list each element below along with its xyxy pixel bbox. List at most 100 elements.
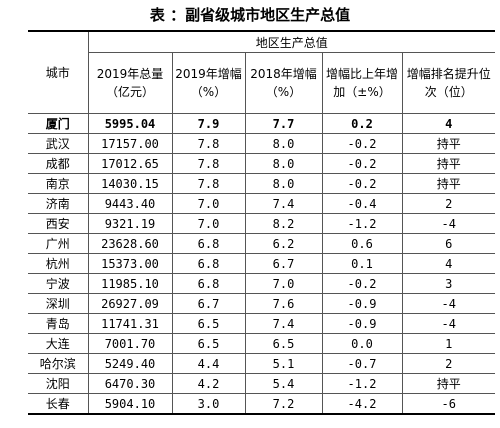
city-cell: 广州 <box>28 233 89 254</box>
city-cell: 南京 <box>28 173 89 194</box>
value-cell: 3 <box>401 273 495 294</box>
value-cell: 持平 <box>401 153 495 174</box>
value-cell: 6.8 <box>171 233 246 254</box>
table-row: 深圳 26927.09 6.7 7.6 -0.9 -4 <box>28 293 495 314</box>
value-cell: -1.2 <box>321 373 403 394</box>
value-cell: 4.4 <box>171 353 246 374</box>
table-row: 哈尔滨 5249.40 4.4 5.1 -0.7 2 <box>28 353 495 374</box>
value-cell: 5.4 <box>244 373 323 394</box>
table-row: 广州 23628.60 6.8 6.2 0.6 6 <box>28 233 495 254</box>
value-cell: -4.2 <box>321 393 403 415</box>
value-cell: 持平 <box>401 133 495 154</box>
city-header: 城市 <box>28 30 89 114</box>
value-cell: 6.7 <box>244 253 323 274</box>
value-cell: 7.9 <box>171 113 246 134</box>
value-cell: -0.2 <box>321 173 403 194</box>
value-cell: 0.1 <box>321 253 403 274</box>
value-cell: 4 <box>401 113 495 134</box>
value-cell: 8.0 <box>244 173 323 194</box>
value-cell: 5.1 <box>244 353 323 374</box>
table-row: 济南 9443.40 7.0 7.4 -0.4 2 <box>28 193 495 214</box>
city-cell: 大连 <box>28 333 89 354</box>
value-cell: 7.7 <box>244 113 323 134</box>
value-cell: 7.0 <box>171 193 246 214</box>
value-cell: 6.8 <box>171 273 246 294</box>
table-row: 南京 14030.15 7.8 8.0 -0.2 持平 <box>28 173 495 194</box>
city-cell: 杭州 <box>28 253 89 274</box>
city-cell: 沈阳 <box>28 373 89 394</box>
value-cell: 17012.65 <box>87 153 173 174</box>
value-cell: -4 <box>401 293 495 314</box>
city-cell: 青岛 <box>28 313 89 334</box>
city-cell: 深圳 <box>28 293 89 314</box>
value-cell: -0.9 <box>321 313 403 334</box>
city-cell: 厦门 <box>28 113 89 134</box>
table-title: 表 ：副省级城市地区生产总值 <box>149 6 351 24</box>
value-cell: 7.4 <box>244 193 323 214</box>
value-cell: 3.0 <box>171 393 246 415</box>
table-row: 青岛 11741.31 6.5 7.4 -0.9 -4 <box>28 313 495 334</box>
value-cell: 7.8 <box>171 133 246 154</box>
value-cell: 14030.15 <box>87 173 173 194</box>
value-cell: 11985.10 <box>87 273 173 294</box>
value-cell: -0.4 <box>321 193 403 214</box>
value-cell: -0.9 <box>321 293 403 314</box>
value-cell: 6470.30 <box>87 373 173 394</box>
value-cell: 0.2 <box>321 113 403 134</box>
city-cell: 武汉 <box>28 133 89 154</box>
value-cell: 26927.09 <box>87 293 173 314</box>
value-cell: 6.5 <box>171 313 246 334</box>
value-cell: 6.5 <box>244 333 323 354</box>
table-row: 宁波 11985.10 6.8 7.0 -0.2 3 <box>28 273 495 294</box>
value-cell: -1.2 <box>321 213 403 234</box>
value-cell: 23628.60 <box>87 233 173 254</box>
value-cell: 4 <box>401 253 495 274</box>
value-cell: 6.5 <box>171 333 246 354</box>
value-cell: 7.0 <box>244 273 323 294</box>
table-row: 杭州 15373.00 6.8 6.7 0.1 4 <box>28 253 495 274</box>
table-row: 武汉 17157.00 7.8 8.0 -0.2 持平 <box>28 133 495 154</box>
value-cell: -0.7 <box>321 353 403 374</box>
value-cell: 6 <box>401 233 495 254</box>
table-row: 沈阳 6470.30 4.2 5.4 -1.2 持平 <box>28 373 495 394</box>
city-cell: 长春 <box>28 393 89 415</box>
value-cell: 7.2 <box>244 393 323 415</box>
table-row: 大连 7001.70 6.5 6.5 0.0 1 <box>28 333 495 354</box>
value-cell: 7001.70 <box>87 333 173 354</box>
city-cell: 成都 <box>28 153 89 174</box>
city-cell: 哈尔滨 <box>28 353 89 374</box>
value-cell: 17157.00 <box>87 133 173 154</box>
value-cell: 9443.40 <box>87 193 173 214</box>
value-cell: 6.2 <box>244 233 323 254</box>
data-table: 城市 地区生产总值 2019年总量（亿元） 2019年增幅（%） 2018年增幅（%）… <box>28 30 495 415</box>
column-header: 增幅排名提升位次（位） <box>401 52 495 114</box>
value-cell: 7.4 <box>244 313 323 334</box>
table-row: 厦门 5995.04 7.9 7.7 0.2 4 <box>28 113 495 134</box>
value-cell: 8.2 <box>244 213 323 234</box>
value-cell: -4 <box>401 313 495 334</box>
value-cell: -0.2 <box>321 133 403 154</box>
table-row: 成都 17012.65 7.8 8.0 -0.2 持平 <box>28 153 495 174</box>
value-cell: 5995.04 <box>87 113 173 134</box>
value-cell: 9321.19 <box>87 213 173 234</box>
column-header: 2018年增幅（%） <box>244 52 323 114</box>
city-cell: 西安 <box>28 213 89 234</box>
value-cell: 0.0 <box>321 333 403 354</box>
group-header: 地区生产总值 <box>87 30 495 53</box>
value-cell: 6.8 <box>171 253 246 274</box>
value-cell: -0.2 <box>321 153 403 174</box>
column-header: 2019年增幅（%） <box>171 52 246 114</box>
value-cell: 5904.10 <box>87 393 173 415</box>
value-cell: 2 <box>401 353 495 374</box>
value-cell: -0.2 <box>321 273 403 294</box>
value-cell: 持平 <box>401 373 495 394</box>
value-cell: 4.2 <box>171 373 246 394</box>
value-cell: 8.0 <box>244 153 323 174</box>
value-cell: 5249.40 <box>87 353 173 374</box>
value-cell: -6 <box>401 393 495 415</box>
table-row: 长春 5904.10 3.0 7.2 -4.2 -6 <box>28 393 495 415</box>
city-cell: 济南 <box>28 193 89 214</box>
value-cell: -4 <box>401 213 495 234</box>
value-cell: 2 <box>401 193 495 214</box>
